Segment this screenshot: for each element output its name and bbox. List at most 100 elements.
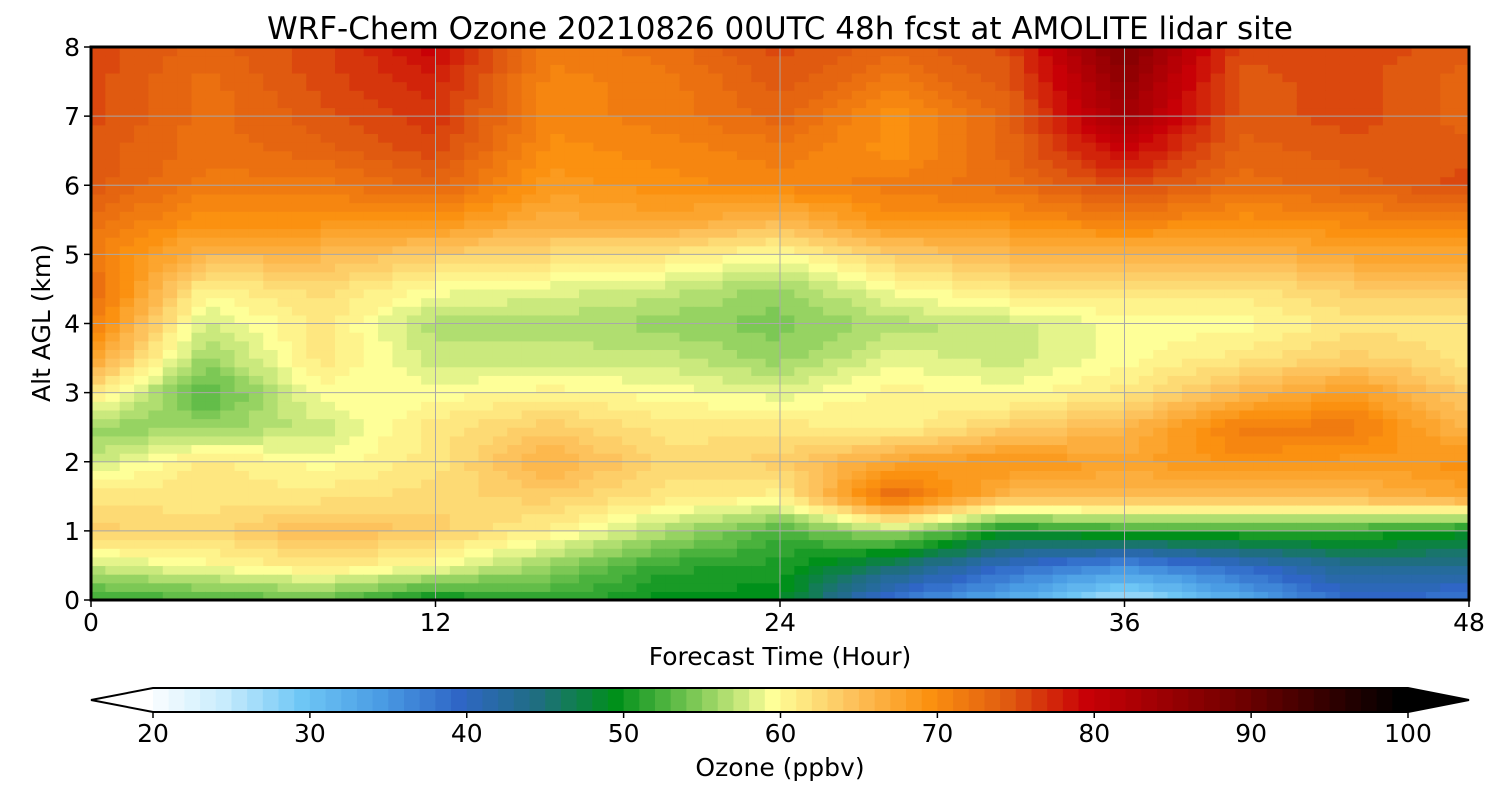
heatmap-cell (851, 340, 867, 351)
heatmap-cell (492, 185, 508, 195)
heatmap-cell (349, 453, 365, 463)
heatmap-cell (1124, 530, 1140, 541)
heatmap-cell (708, 496, 724, 506)
heatmap-cell (1153, 392, 1169, 402)
heatmap-cell (507, 358, 523, 368)
heatmap-cell (880, 349, 896, 359)
heatmap-cell (894, 271, 910, 281)
heatmap-cell (794, 228, 810, 238)
heatmap-cell (535, 202, 551, 212)
heatmap-cell (607, 435, 623, 446)
heatmap-cell (191, 90, 207, 100)
heatmap-cell (952, 461, 968, 471)
heatmap-cell (248, 47, 264, 57)
heatmap-cell (650, 548, 666, 558)
heatmap-cell (808, 55, 824, 65)
heatmap-cell (679, 487, 695, 497)
heatmap-cell (966, 167, 982, 178)
heatmap-cell (751, 185, 767, 195)
heatmap-cell (564, 340, 580, 351)
heatmap-cell (980, 228, 996, 238)
heatmap-cell (636, 288, 652, 299)
heatmap-cell (205, 522, 221, 532)
heatmap-cell (794, 72, 810, 83)
heatmap-cell (937, 556, 953, 567)
heatmap-cell (148, 444, 164, 454)
heatmap-cell (162, 487, 178, 497)
heatmap-cell (909, 582, 925, 592)
heatmap-cell (679, 288, 695, 299)
heatmap-cell (1095, 159, 1111, 169)
heatmap-cell (1181, 340, 1197, 351)
heatmap-cell (105, 427, 121, 437)
heatmap-cell (894, 47, 910, 57)
heatmap-cell (1153, 427, 1169, 437)
heatmap-cell (837, 401, 853, 411)
heatmap-cell (349, 133, 365, 143)
heatmap-cell (248, 513, 264, 523)
heatmap-cell (880, 383, 896, 394)
heatmap-cell (550, 504, 566, 515)
heatmap-cell (177, 228, 193, 238)
heatmap-cell (1124, 513, 1140, 523)
heatmap-cell (177, 453, 193, 463)
heatmap-cell (823, 263, 839, 273)
heatmap-cell (535, 185, 551, 195)
heatmap-cell (521, 513, 537, 523)
heatmap-cell (464, 470, 480, 480)
heatmap-cell (952, 263, 968, 273)
heatmap-cell (937, 453, 953, 463)
heatmap-cell (909, 340, 925, 351)
heatmap-cell (335, 383, 350, 394)
heatmap-cell (205, 323, 221, 333)
heatmap-cell (134, 444, 150, 454)
heatmap-cell (952, 409, 968, 420)
heatmap-cell (909, 237, 925, 247)
heatmap-cell (177, 392, 193, 402)
heatmap-cell (148, 435, 164, 446)
heatmap-cell (937, 530, 953, 541)
heatmap-cell (148, 409, 164, 420)
heatmap-cell (363, 263, 379, 273)
heatmap-cell (119, 254, 135, 264)
heatmap-cell (866, 470, 882, 480)
heatmap-cell (162, 332, 178, 342)
heatmap-cell (335, 167, 350, 178)
heatmap-cell (119, 479, 135, 489)
heatmap-cell (177, 522, 193, 532)
heatmap-cell (134, 185, 150, 195)
heatmap-cell (220, 366, 236, 376)
heatmap-cell (564, 167, 580, 178)
heatmap-cell (564, 297, 580, 307)
heatmap-cell (579, 582, 594, 592)
heatmap-cell (205, 90, 221, 100)
heatmap-cell (880, 470, 896, 480)
heatmap-cell (679, 522, 695, 532)
heatmap-cell (650, 81, 666, 91)
heatmap-cell (1124, 202, 1140, 212)
heatmap-cell (923, 211, 939, 221)
heatmap-cell (507, 55, 523, 65)
heatmap-cell (995, 332, 1011, 342)
heatmap-cell (1124, 271, 1140, 281)
heatmap-cell (1052, 271, 1068, 281)
heatmap-cell (1167, 392, 1183, 402)
heatmap-cell (105, 504, 121, 515)
heatmap-cell (780, 340, 795, 351)
heatmap-cell (909, 176, 925, 186)
heatmap-cell (378, 211, 394, 221)
heatmap-cell (478, 176, 494, 186)
heatmap-cell (1196, 280, 1212, 290)
heatmap-cell (1138, 202, 1154, 212)
heatmap-cell (564, 271, 580, 281)
heatmap-cell (421, 435, 437, 446)
heatmap-cell (607, 142, 623, 152)
heatmap-cell (535, 107, 551, 117)
heatmap-cell (808, 159, 824, 169)
heatmap-cell (320, 435, 336, 446)
heatmap-cell (507, 565, 523, 575)
heatmap-cell (579, 522, 594, 532)
heatmap-cell (636, 64, 652, 74)
heatmap-cell (1009, 237, 1025, 247)
heatmap-cell (679, 392, 695, 402)
